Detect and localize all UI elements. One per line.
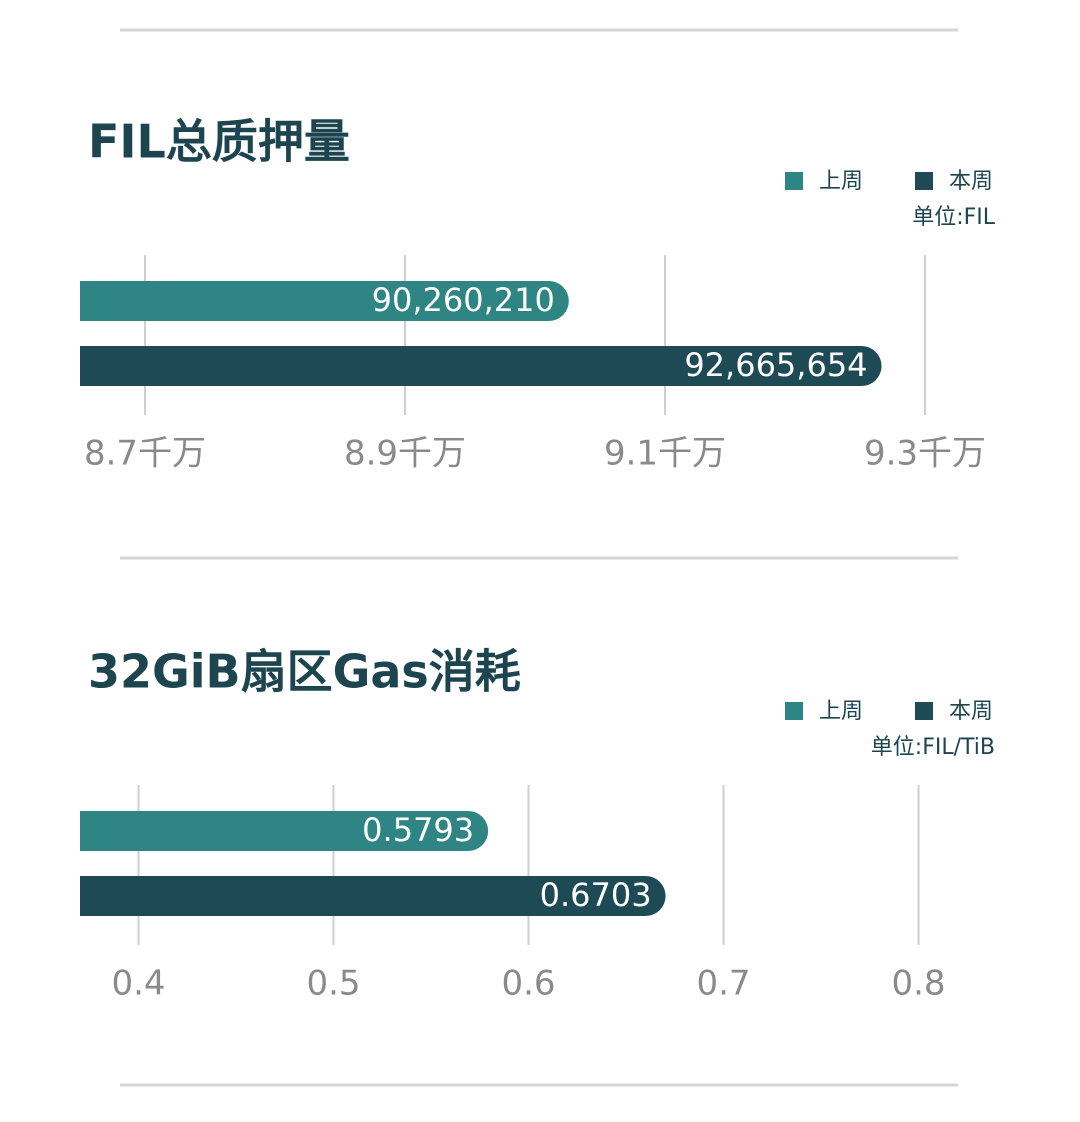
legend-label: 上周 [819, 699, 863, 724]
x-tick-label: 0.6 [501, 964, 555, 1004]
value-label: 0.5793 [362, 811, 474, 849]
legend-swatch [915, 172, 933, 190]
legend-label: 上周 [819, 169, 863, 194]
bar [80, 281, 569, 321]
value-label: 92,665,654 [684, 346, 867, 384]
x-tick-label: 8.9千万 [344, 434, 466, 474]
legend-label: 本周 [949, 169, 993, 194]
x-tick-label: 9.1千万 [604, 434, 726, 474]
value-label: 0.6703 [540, 876, 652, 914]
unit-label: 单位:FIL [912, 205, 996, 230]
legend-label: 本周 [949, 699, 993, 724]
bar [80, 346, 882, 386]
unit-label: 单位:FIL/TiB [871, 735, 995, 760]
value-label: 90,260,210 [372, 281, 555, 319]
chart-title: FIL总质押量 [88, 115, 350, 169]
chart-title: 32GiB扇区Gas消耗 [88, 645, 521, 699]
x-tick-label: 0.5 [306, 964, 360, 1004]
x-tick-label: 0.4 [111, 964, 165, 1004]
x-tick-label: 0.8 [891, 964, 945, 1004]
x-tick-label: 9.3千万 [864, 434, 986, 474]
bar [80, 876, 666, 916]
legend-swatch [915, 702, 933, 720]
legend-swatch [785, 172, 803, 190]
x-tick-label: 0.7 [696, 964, 750, 1004]
legend-swatch [785, 702, 803, 720]
bar [80, 811, 489, 851]
x-tick-label: 8.7千万 [84, 434, 206, 474]
